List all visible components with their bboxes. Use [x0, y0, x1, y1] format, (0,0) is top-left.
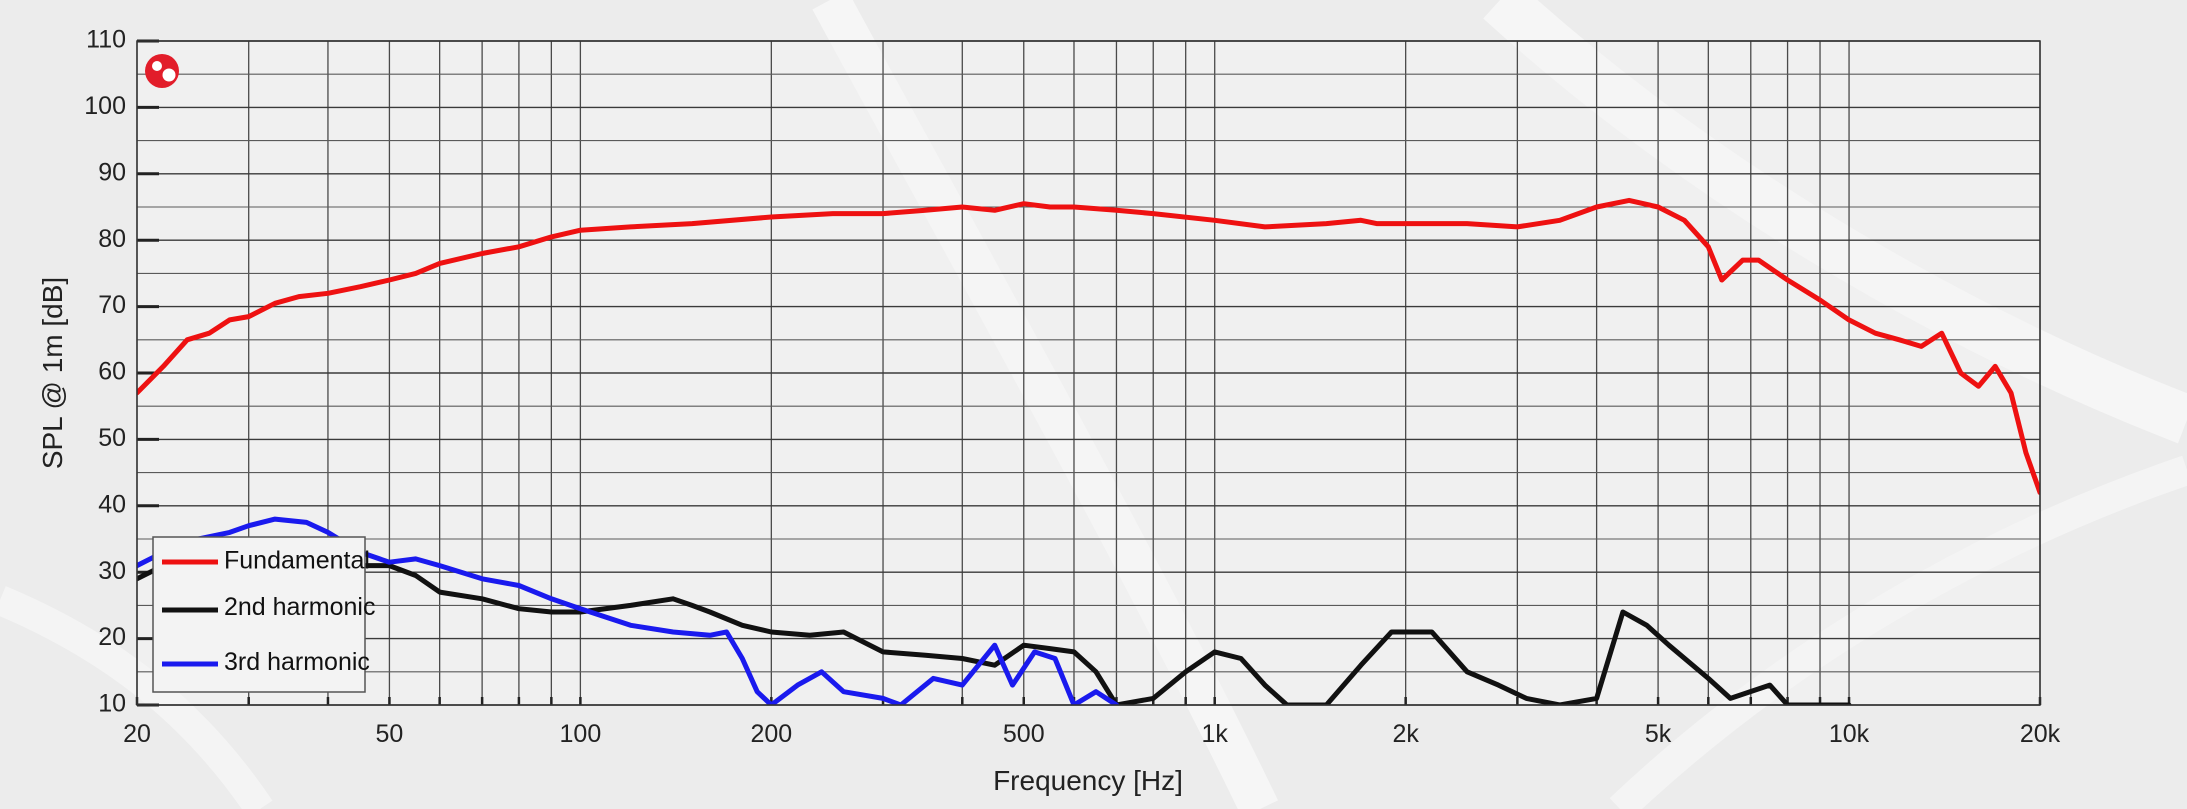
x-tick-label: 5k: [1645, 720, 1672, 748]
brand-logo: [145, 54, 179, 88]
legend: Fundamental 2nd harmonic 3rd harmonic: [152, 536, 375, 693]
y-tick-label: 30: [98, 557, 126, 585]
legend-label-fundamental: Fundamental: [224, 547, 370, 575]
y-tick-label: 100: [84, 92, 126, 120]
legend-label-3rd-harmonic: 3rd harmonic: [224, 648, 370, 676]
tick-labels: 20 50 100 200 500 1k 2k 5k 10k 20k102030405060708…: [84, 26, 2060, 748]
y-tick-label: 90: [98, 158, 126, 186]
x-tick-label: 10k: [1829, 720, 1870, 748]
y-tick-label: 50: [98, 424, 126, 452]
x-tick-label: 1k: [1202, 720, 1229, 748]
series-line-2nd-harmonic: [137, 556, 1852, 705]
x-tick-label: 100: [560, 720, 602, 748]
x-tick-label: 20: [123, 720, 151, 748]
x-tick-label: 20k: [2020, 720, 2061, 748]
y-tick-label: 10: [98, 690, 126, 718]
x-axis-title: Frequency [Hz]: [993, 765, 1183, 796]
x-tick-label: 500: [1003, 720, 1045, 748]
y-tick-label: 70: [98, 291, 126, 319]
plot-frame: [136, 40, 2041, 706]
y-tick-label: 20: [98, 623, 126, 651]
y-tick-label: 60: [98, 358, 126, 386]
y-tick-label: 110: [86, 26, 126, 54]
y-axis-title: SPL @ 1m [dB]: [37, 277, 68, 469]
x-tick-label: 2k: [1392, 720, 1419, 748]
series-lines: [137, 197, 2040, 705]
grid: [135, 39, 2042, 707]
x-tick-label: 50: [376, 720, 404, 748]
legend-label-2nd-harmonic: 2nd harmonic: [224, 593, 375, 621]
x-tick-label: 200: [750, 720, 792, 748]
y-tick-label: 40: [98, 490, 126, 518]
y-tick-label: 80: [98, 225, 126, 253]
series-line-3rd-harmonic: [137, 516, 1119, 705]
series-line-fundamental: [137, 197, 2040, 495]
